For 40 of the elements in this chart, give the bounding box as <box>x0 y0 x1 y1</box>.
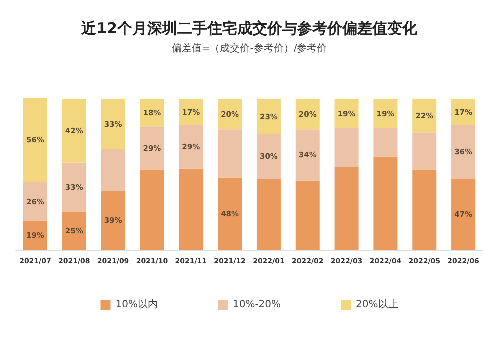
bar <box>23 182 48 222</box>
bar <box>452 100 476 126</box>
bar <box>412 170 437 250</box>
bar <box>218 100 242 130</box>
bar <box>412 100 437 133</box>
bar <box>334 100 359 128</box>
bar <box>374 128 398 157</box>
bar <box>62 162 86 212</box>
bar <box>179 125 204 169</box>
bar <box>374 100 398 128</box>
bar <box>179 100 204 126</box>
chart-title: 近12个月深圳二手住宅成交价与参考价偏差值变化 <box>80 20 418 38</box>
bar <box>140 170 164 250</box>
bar <box>62 100 86 163</box>
bar <box>218 178 242 250</box>
bar <box>23 221 48 250</box>
bar <box>23 98 48 182</box>
bar <box>256 134 281 180</box>
bar <box>256 179 281 250</box>
chart-subtitle: 偏差值=（成交价-参考价）/参考价 <box>172 42 328 54</box>
bar <box>412 132 437 170</box>
bar <box>334 167 359 250</box>
bar <box>218 130 242 178</box>
bar <box>452 125 476 180</box>
bar <box>101 149 126 192</box>
bar <box>374 156 398 250</box>
bar <box>334 128 359 168</box>
bar <box>296 100 320 130</box>
bar <box>256 100 281 134</box>
bar <box>179 168 204 250</box>
bar <box>452 179 476 250</box>
legend-label: 10%-20% <box>232 300 282 310</box>
bar <box>296 180 320 250</box>
legend-label: 20%以上 <box>356 298 398 310</box>
bar <box>101 191 126 250</box>
bar <box>62 212 86 250</box>
bar <box>296 130 320 181</box>
legend-label: 10%以内 <box>116 298 158 310</box>
bar <box>140 126 164 170</box>
bar <box>101 100 126 150</box>
